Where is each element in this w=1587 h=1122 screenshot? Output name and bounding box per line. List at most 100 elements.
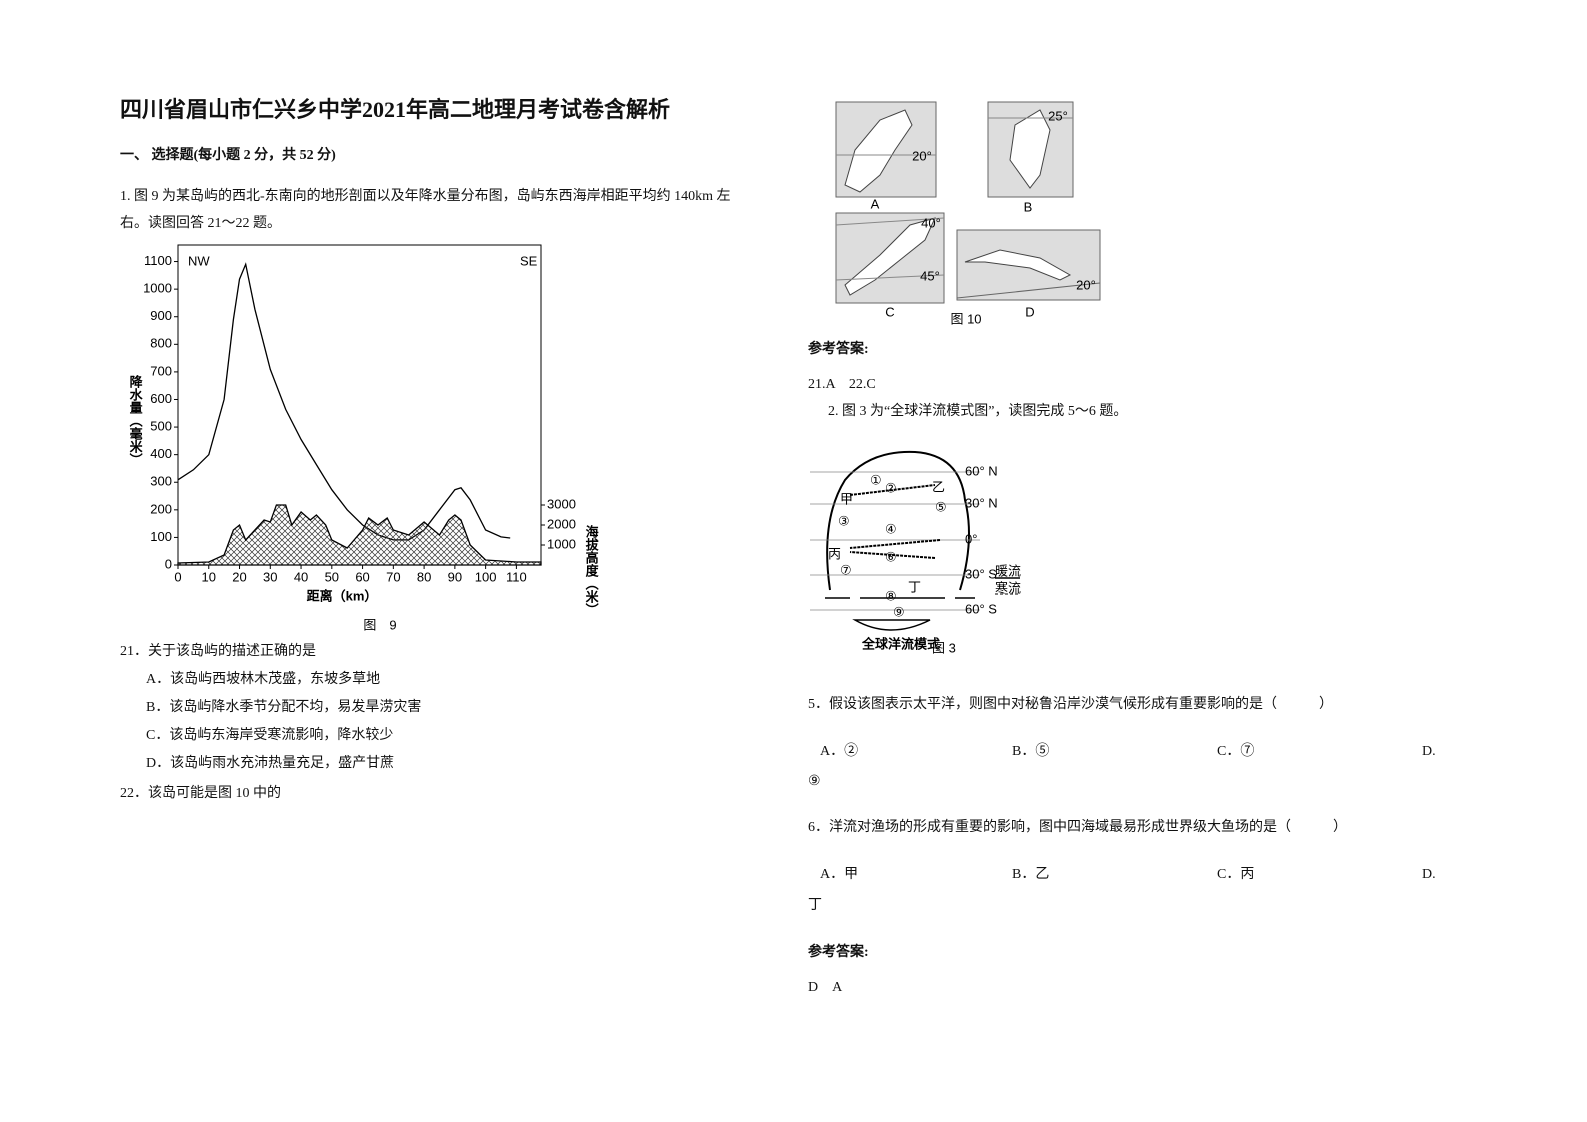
x-tick-label: 90 — [448, 569, 462, 584]
y-tick-label: 400 — [150, 446, 172, 461]
y-tick-label: 0 — [165, 556, 172, 571]
option: C．⑦ — [1217, 744, 1255, 759]
y-tick-label: 1000 — [143, 281, 172, 296]
option: B．乙 — [1012, 867, 1050, 882]
current-number: ⑦ — [840, 562, 852, 577]
latitude: 40° — [921, 215, 941, 230]
x-tick-label: 100 — [475, 569, 497, 584]
lat-label: 60° S — [965, 601, 997, 616]
option: A．甲 — [820, 867, 859, 882]
option: D. — [1422, 867, 1436, 882]
elevation-area — [177, 504, 542, 566]
place: 丁 — [908, 579, 921, 594]
option: 丁 — [808, 898, 822, 913]
lat-label: 30° S — [965, 566, 997, 581]
lat-label: 60° N — [965, 463, 998, 478]
caption: 图 9 — [363, 617, 396, 632]
y-tick-label: 700 — [150, 363, 172, 378]
figure-title: 全球洋流模式 — [861, 636, 940, 651]
figure-10: A 20° B 25° C 40° 45° D 20° 图 10 — [835, 101, 1101, 326]
option: A．该岛屿西坡林木茂盛，东坡多草地 — [146, 672, 381, 687]
y-tick-label: 100 — [150, 529, 172, 544]
latitude: 25° — [1048, 108, 1068, 123]
legend-label: 暖流 — [995, 563, 1021, 578]
figure-3: 60° N 30° N 0° 30° S 60° S 甲 乙 丙 丁 ① ② ③… — [810, 450, 1021, 655]
x-tick-label: 80 — [417, 569, 431, 584]
option: C．丙 — [1217, 867, 1255, 882]
y-label: 降水量（毫米） — [128, 374, 144, 466]
title: 四川省眉山市仁兴乡中学2021年高二地理月考试卷含解析 — [120, 97, 671, 122]
question-text: 2. 图 3 为“全球洋流模式图”，读图完成 5～6 题。 — [828, 404, 1128, 419]
latitude: 20° — [912, 148, 932, 163]
question-stem: 5．假设该图表示太平洋，则图中对秘鲁沿岸沙漠气候形成有重要影响的是（ ） — [808, 697, 1333, 712]
x-tick-label: 110 — [506, 569, 527, 584]
option: ⑨ — [808, 774, 821, 789]
section-heading: 一、 选择题(每小题 2 分，共 52 分) — [120, 148, 336, 163]
place: 丙 — [828, 546, 841, 561]
x-tick-label: 40 — [294, 569, 308, 584]
panel-label: B — [1024, 199, 1033, 214]
x-tick-label: 60 — [355, 569, 369, 584]
current-number: ⑨ — [893, 604, 905, 619]
x-tick-label: 50 — [325, 569, 339, 584]
caption: 图 10 — [950, 311, 981, 326]
y-tick-label: 800 — [150, 336, 172, 351]
y-tick-label: 1100 — [144, 253, 172, 268]
current-number: ④ — [885, 521, 897, 536]
question-text: 右。读图回答 21～22 题。 — [120, 216, 281, 231]
question-stem: 22．该岛可能是图 10 中的 — [120, 786, 281, 801]
answer: D A — [808, 980, 843, 995]
x-tick-label: 0 — [174, 569, 181, 584]
latitude: 45° — [920, 268, 940, 283]
current-number: ⑤ — [935, 499, 947, 514]
y-tick-label: 200 — [150, 501, 172, 516]
y-tick-label: 600 — [150, 391, 172, 406]
nw-label: NW — [188, 253, 210, 268]
current-number: ③ — [838, 513, 850, 528]
y-tick-label: 900 — [150, 308, 172, 323]
se-label: SE — [520, 253, 538, 268]
x-tick-label: 70 — [386, 569, 400, 584]
question-stem: 6．洋流对渔场的形成有重要的影响，图中四海域最易形成世界级大鱼场的是（ ） — [808, 820, 1347, 835]
question-text: 1. 图 9 为某岛屿的西北-东南向的地形剖面以及年降水量分布图，岛屿东西海岸相… — [120, 189, 731, 204]
place: 甲 — [840, 491, 853, 506]
panel-label: C — [885, 304, 894, 319]
lat-label: 0° — [965, 531, 977, 546]
option: C．该岛屿东海岸受寒流影响，降水较少 — [146, 728, 394, 743]
latitude: 20° — [1076, 277, 1096, 292]
answer: 21.A 22.C — [808, 377, 876, 392]
answer-heading: 参考答案: — [808, 945, 869, 960]
y-tick-label: 300 — [150, 474, 172, 489]
legend-label: 寒流 — [995, 580, 1021, 595]
place: 乙 — [932, 479, 945, 494]
current-number: ① — [870, 472, 882, 487]
option: D. — [1422, 744, 1436, 759]
y2-tick-label: 3000 — [547, 496, 576, 511]
current-number: ⑥ — [885, 549, 897, 564]
current-number: ⑧ — [885, 588, 897, 603]
question-stem: 21．关于该岛屿的描述正确的是 — [120, 644, 316, 659]
lat-label: 30° N — [965, 495, 998, 510]
x-tick-label: 20 — [232, 569, 246, 584]
precipitation-line — [177, 262, 511, 541]
option: D．该岛屿雨水充沛热量充足，盛产甘蔗 — [146, 756, 395, 771]
panel-label: A — [871, 196, 880, 211]
plot-frame — [177, 244, 542, 566]
y2-tick-label: 2000 — [547, 516, 576, 531]
option: B．该岛屿降水季节分配不均，易发旱涝灾害 — [146, 700, 422, 715]
panel-label: D — [1025, 304, 1034, 319]
caption: 图 3 — [932, 640, 956, 655]
x-label: 距离（km） — [307, 588, 378, 603]
figure-9: NW SE 降水量（毫米） 海拔高度（米） 距离（km） 图 9 0100200… — [128, 244, 600, 632]
x-tick-label: 10 — [202, 569, 216, 584]
y2-tick-label: 1000 — [547, 536, 576, 551]
answer-heading: 参考答案: — [808, 342, 869, 357]
x-tick-label: 30 — [263, 569, 277, 584]
option: A．② — [820, 744, 859, 759]
y-tick-label: 500 — [150, 419, 172, 434]
y2-label: 海拔高度（米） — [584, 524, 600, 616]
option: B．⑤ — [1012, 744, 1050, 759]
current-number: ② — [885, 480, 897, 495]
